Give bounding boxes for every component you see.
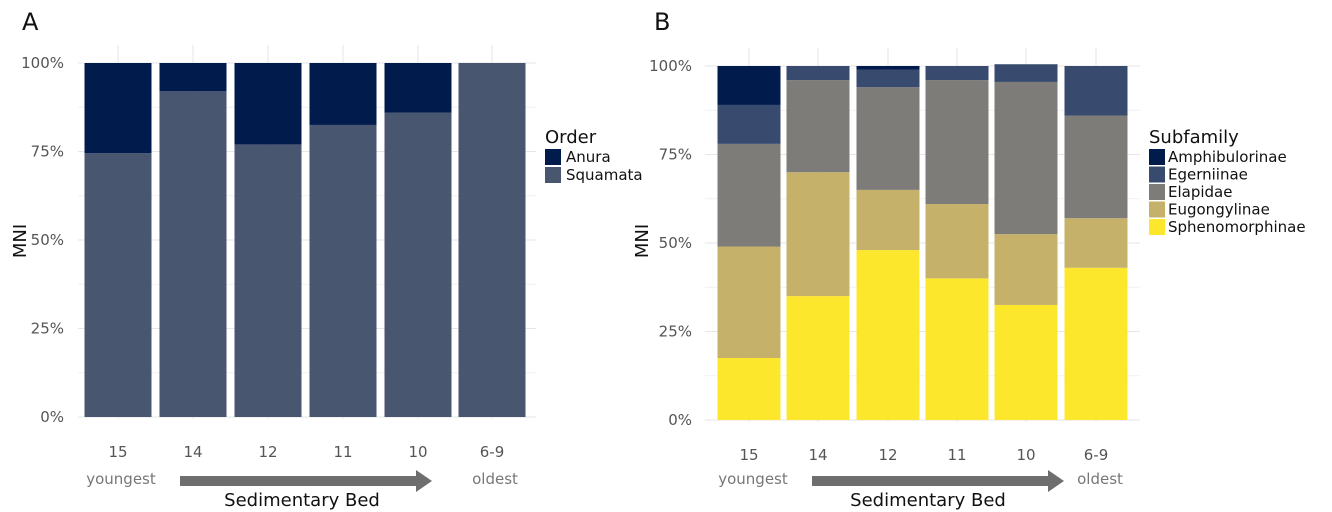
bar-segment-squamata-12 (234, 144, 302, 418)
panel-a-x-tick-label: 11 (333, 443, 352, 461)
bar-segment-sphenomorphinae-12 (856, 250, 920, 420)
legend-swatch-sphenomorphinae (1149, 219, 1165, 235)
panel-a-x-ticks: 15 14 12 11 10 6-9 (108, 443, 504, 461)
panel-b-x-ticks: 15 14 12 11 10 6-9 (739, 446, 1108, 464)
bar-segment-elapidae-14 (786, 80, 850, 173)
panel-b-y-axis-title: MNI (632, 224, 653, 258)
bar-segment-amphibulorinae-12 (856, 66, 920, 70)
bar-segment-egerniinae-6-9 (1064, 66, 1128, 116)
panel-b-x-tick-label: 6-9 (1084, 446, 1109, 464)
bar-segment-amphibulorinae-15 (717, 66, 781, 105)
bar-segment-sphenomorphinae-15 (717, 358, 781, 420)
legend-swatch-egerniinae (1149, 166, 1165, 183)
panel-b-direction-arrow (812, 470, 1064, 492)
panel-b-x-tick-label: 15 (739, 446, 758, 464)
panel-b-y-tick-label: 100% (649, 57, 692, 75)
bar-segment-egerniinae-10 (994, 64, 1058, 82)
panel-a-y-axis-title: MNI (10, 224, 31, 258)
bar-segment-sphenomorphinae-14 (786, 296, 850, 420)
bar-segment-anura-15 (84, 63, 152, 154)
bar-segment-anura-14 (159, 63, 227, 92)
panel-a-x-tick-label: 6-9 (480, 443, 505, 461)
panel-a-y-tick-label: 0% (40, 408, 64, 426)
panel-b-legend-title: Subfamily (1149, 127, 1239, 148)
bar-segment-elapidae-15 (717, 143, 781, 247)
bar-segment-squamata-14 (159, 91, 227, 417)
panel-a-y-tick-label: 100% (21, 54, 64, 72)
panel-a-legend-title: Order (545, 127, 597, 148)
bar-segment-egerniinae-14 (786, 66, 850, 81)
legend-label-egerniinae: Egerniinae (1168, 166, 1248, 184)
bar-segment-anura-10 (384, 63, 452, 113)
bar-segment-eugongylinae-15 (717, 246, 781, 359)
panel-a: A 0% 25% 50% 75% 100% 15 14 12 11 10 6-9 MNI youn… (10, 8, 643, 511)
panel-b-y-tick-label: 25% (659, 323, 692, 341)
panel-a-y-ticks: 0% 25% 50% 75% 100% (21, 54, 64, 426)
panel-a-direction-arrow (180, 470, 432, 492)
panel-b-letter: B (654, 8, 670, 36)
panel-b-x-tick-label: 11 (947, 446, 966, 464)
panel-b-x-axis-title: Sedimentary Bed (850, 490, 1006, 511)
legend-label-squamata: Squamata (566, 166, 643, 184)
legend-label-sphenomorphinae: Sphenomorphinae (1168, 218, 1306, 236)
legend-label-eugongylinae: Eugongylinae (1168, 201, 1270, 219)
bar-segment-squamata-6-9 (458, 63, 526, 417)
legend-label-elapidae: Elapidae (1168, 183, 1232, 201)
panel-b-x-tick-label: 10 (1016, 446, 1035, 464)
panel-b-y-tick-label: 50% (659, 234, 692, 252)
bar-segment-anura-12 (234, 63, 302, 145)
legend-swatch-squamata (545, 167, 561, 183)
bar-segment-egerniinae-12 (856, 69, 920, 88)
panel-a-x-axis-title: Sedimentary Bed (224, 490, 380, 511)
panel-b-y-tick-label: 0% (668, 411, 692, 429)
legend-swatch-amphibulorinae (1149, 149, 1165, 165)
panel-b-bars (717, 64, 1128, 420)
bar-segment-eugongylinae-11 (925, 204, 989, 279)
bar-segment-anura-11 (309, 63, 377, 125)
bar-segment-elapidae-6-9 (1064, 115, 1128, 219)
bar-segment-elapidae-10 (994, 81, 1058, 235)
bar-segment-eugongylinae-6-9 (1064, 218, 1128, 268)
panel-a-bars (84, 63, 526, 418)
bar-segment-squamata-10 (384, 112, 452, 417)
panel-b-y-ticks: 0% 25% 50% 75% 100% (649, 57, 692, 429)
panel-a-y-tick-label: 50% (31, 231, 64, 249)
panel-a-x-tick-label: 15 (108, 443, 127, 461)
panel-a-x-tick-label: 10 (408, 443, 427, 461)
bar-segment-eugongylinae-12 (856, 189, 920, 251)
panel-b-oldest-label: oldest (1077, 470, 1123, 488)
bar-segment-egerniinae-15 (717, 104, 781, 144)
bar-segment-sphenomorphinae-11 (925, 278, 989, 420)
bar-segment-squamata-15 (84, 153, 152, 417)
bar-segment-sphenomorphinae-6-9 (1064, 267, 1128, 420)
panel-a-x-tick-label: 12 (258, 443, 277, 461)
panel-a-y-tick-label: 25% (31, 320, 64, 338)
panel-b-x-tick-label: 12 (878, 446, 897, 464)
legend-swatch-anura (545, 149, 561, 165)
panel-b-x-tick-label: 14 (808, 446, 827, 464)
panel-a-letter: A (22, 8, 39, 36)
legend-label-anura: Anura (566, 148, 611, 166)
panel-a-oldest-label: oldest (472, 470, 518, 488)
bar-segment-squamata-11 (309, 124, 377, 417)
bar-segment-eugongylinae-14 (786, 172, 850, 297)
panel-b-youngest-label: youngest (718, 470, 788, 488)
legend-label-amphibulorinae: Amphibulorinae (1168, 148, 1287, 166)
bar-segment-eugongylinae-10 (994, 234, 1058, 305)
panel-a-youngest-label: youngest (86, 470, 156, 488)
bar-segment-elapidae-12 (856, 87, 920, 190)
bar-segment-egerniinae-11 (925, 66, 989, 81)
bar-segment-sphenomorphinae-10 (994, 304, 1058, 420)
legend-swatch-elapidae (1149, 184, 1165, 200)
panel-a-y-tick-label: 75% (31, 143, 64, 161)
bar-segment-elapidae-11 (925, 80, 989, 205)
panel-b-y-tick-label: 75% (659, 146, 692, 164)
panel-b: B 0% 25% 50% 75% 100% 15 14 12 11 10 6-9 MNI youn… (632, 8, 1306, 511)
legend-swatch-eugongylinae (1149, 201, 1165, 218)
panel-b-legend: Subfamily AmphibulorinaeEgerniinaeElapid… (1149, 127, 1306, 236)
panel-a-x-tick-label: 14 (183, 443, 202, 461)
